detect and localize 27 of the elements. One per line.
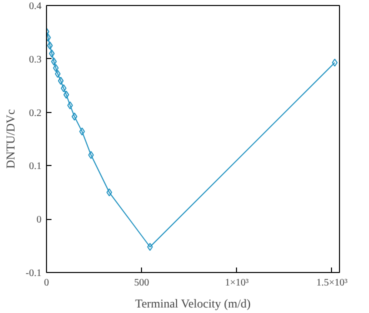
y-tick-label: 0.2 xyxy=(29,108,42,119)
y-tick-label: -0.1 xyxy=(26,268,42,279)
point xyxy=(63,90,70,99)
point xyxy=(51,58,57,66)
x-tick-label: 500 xyxy=(134,278,150,288)
y-tick-label: 0.1 xyxy=(29,161,42,172)
point xyxy=(47,42,53,50)
point xyxy=(106,188,112,196)
point xyxy=(332,58,338,67)
point xyxy=(54,70,61,78)
point xyxy=(58,76,64,85)
point xyxy=(72,112,78,121)
x-tick-label: 1×10³ xyxy=(224,278,249,288)
y-tick-label: 0.4 xyxy=(29,1,42,12)
point xyxy=(147,242,153,251)
x-tick-label: 1.5×10³ xyxy=(316,278,348,288)
point xyxy=(67,101,73,110)
point xyxy=(79,128,85,136)
point xyxy=(60,84,66,92)
point xyxy=(52,64,59,72)
point xyxy=(48,50,55,58)
x-axis-title: Terminal Velocity (m/d) xyxy=(135,296,251,310)
x-tick-label: 0 xyxy=(44,278,49,288)
point xyxy=(88,151,94,160)
y-axis-title: DNTU/DVc xyxy=(4,109,18,169)
y-tick-label: 0.3 xyxy=(29,54,42,66)
y-tick-label: 0 xyxy=(36,214,42,226)
